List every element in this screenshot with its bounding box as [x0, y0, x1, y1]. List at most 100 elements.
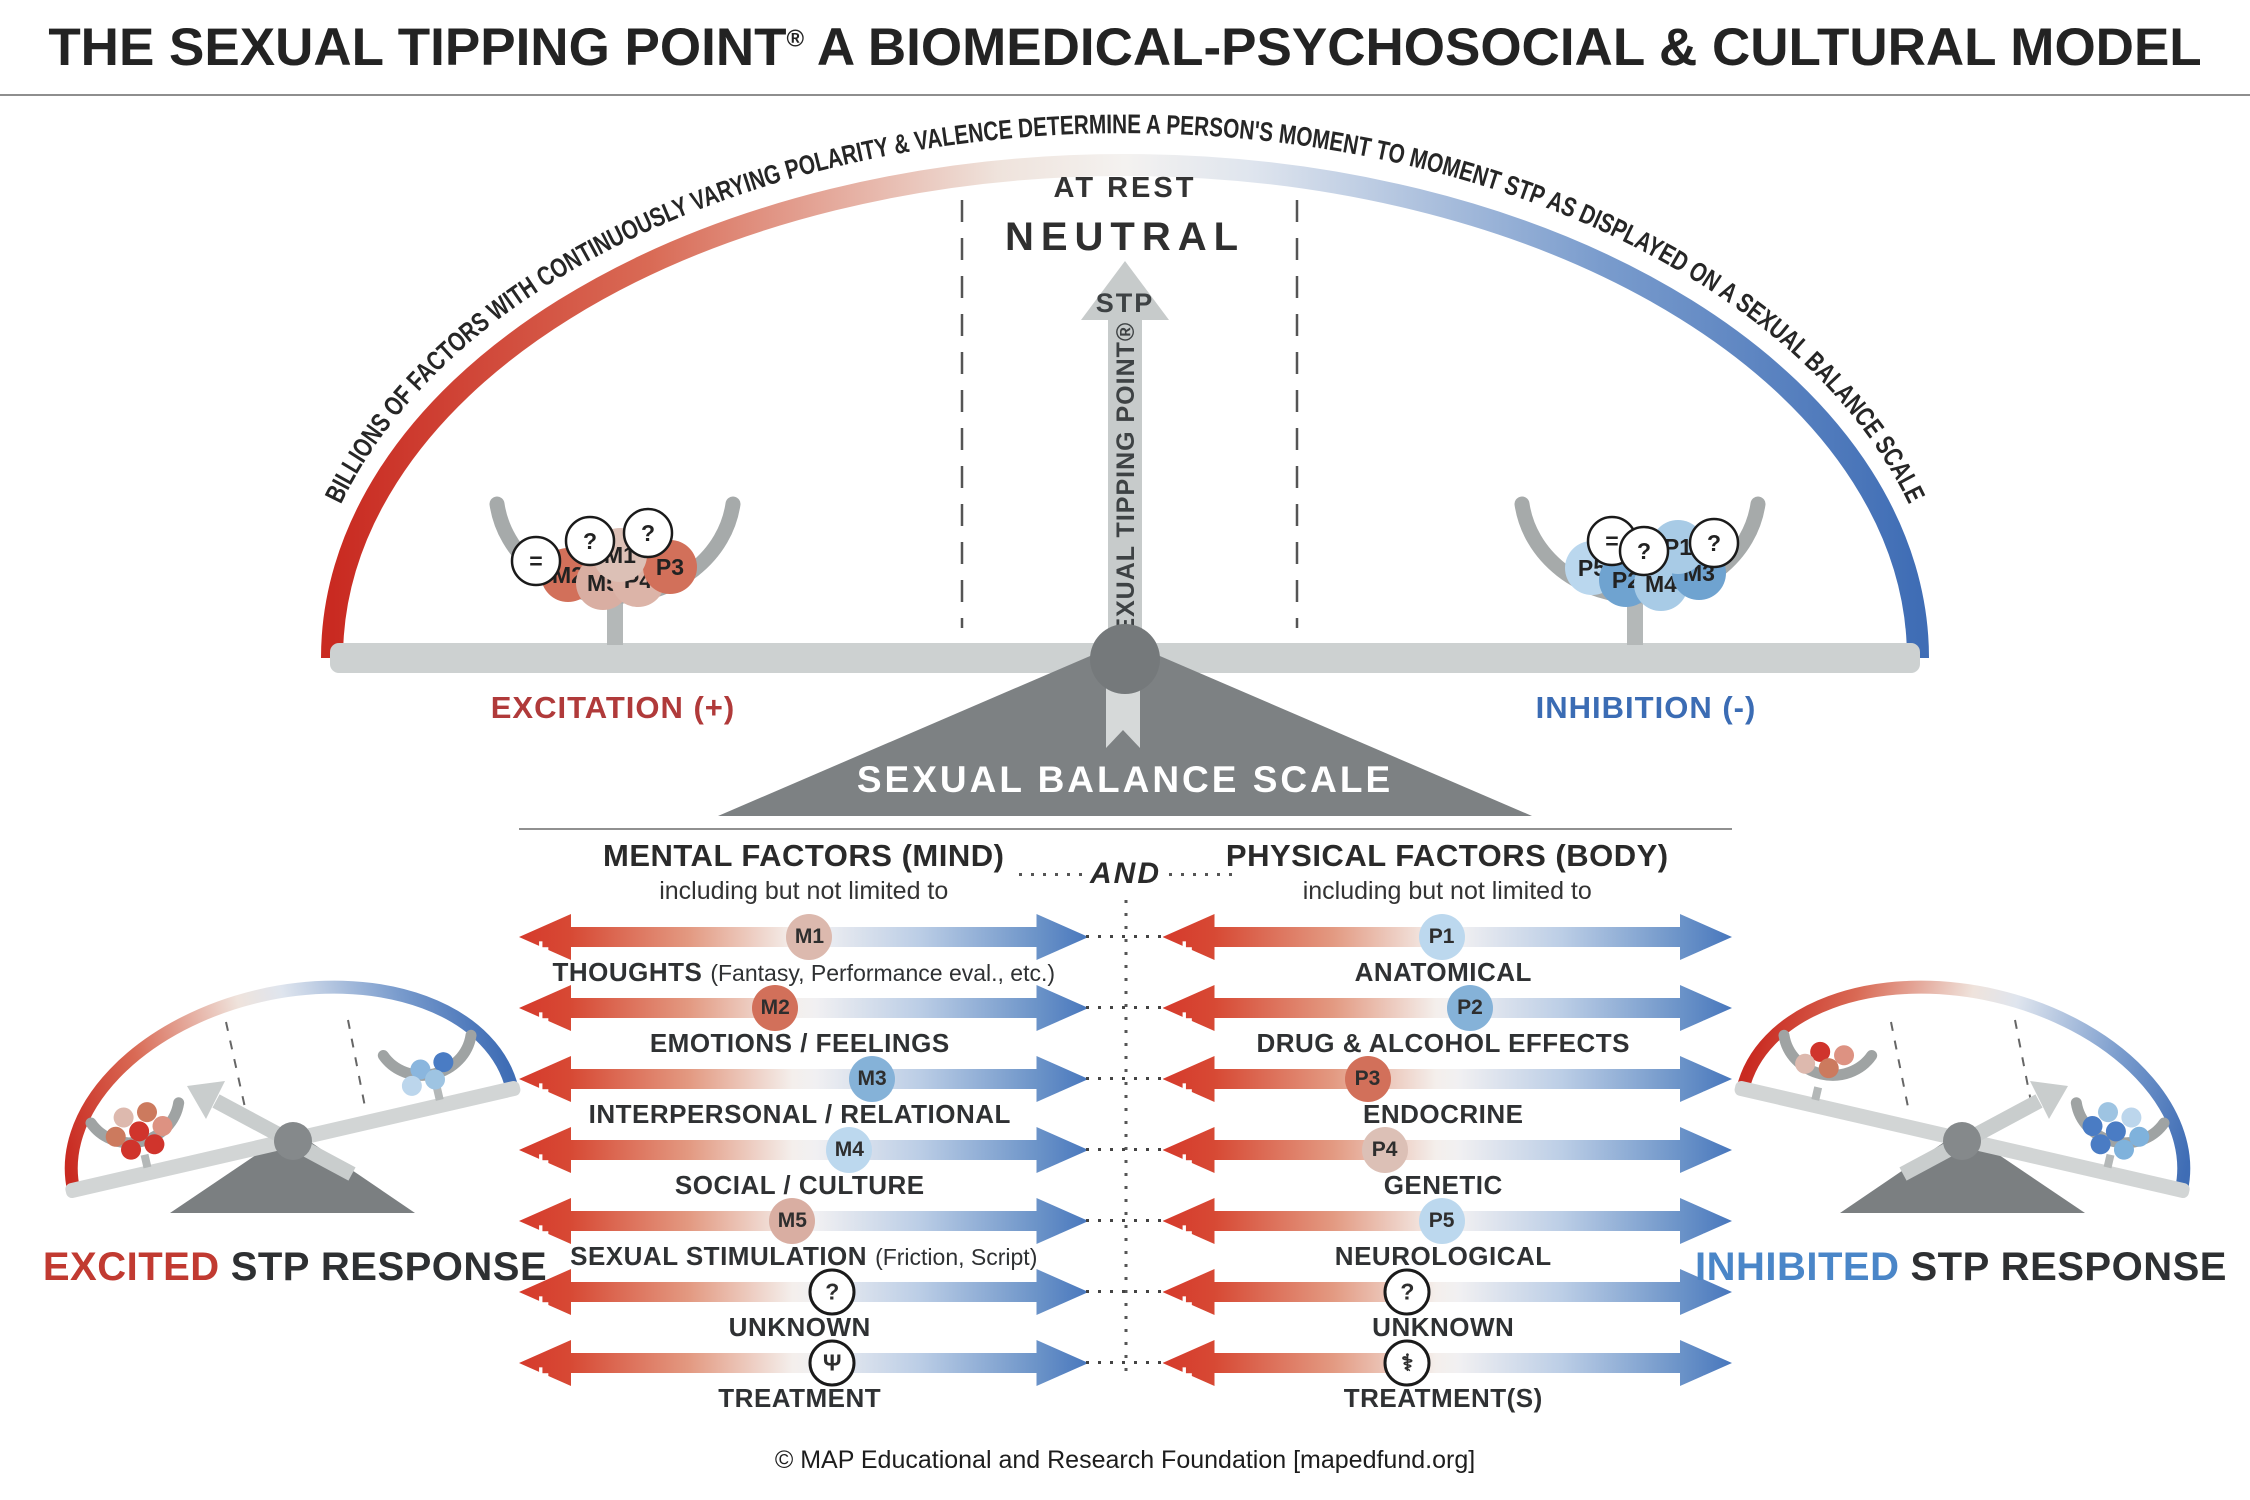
medical-symbol-badge: ⚕	[1383, 1339, 1431, 1387]
polarity-arrow	[1163, 1127, 1733, 1173]
minus-sign: –	[1058, 1003, 1076, 1037]
polarity-arrow	[1163, 1056, 1733, 1102]
row-gap-dots	[1085, 914, 1166, 985]
factor-label: NEUROLOGICAL	[1334, 1241, 1552, 1271]
header: THE SEXUAL TIPPING POINT® A BIOMEDICAL-P…	[0, 0, 2250, 96]
minus-sign: –	[1058, 1358, 1076, 1392]
right-pan-stem	[1627, 598, 1643, 645]
inhibited-word: INHIBITED	[1695, 1245, 1900, 1289]
question-badge: ?	[808, 1268, 856, 1316]
factor-badge-p1: P1	[1418, 914, 1465, 960]
minus-sign: –	[1702, 1074, 1719, 1108]
factor-label: INTERPERSONAL / RELATIONAL	[588, 1099, 1011, 1129]
plus-sign: +	[1175, 1003, 1194, 1037]
row-gap-dots	[1085, 1127, 1166, 1198]
row-gap-dots	[1085, 985, 1166, 1056]
tilt-arrow-head	[2030, 1081, 2068, 1119]
mini-fulcrum-triangle	[1840, 1130, 2085, 1213]
factor-row-p2: + – P2 DRUG & ALCOHOL EFFECTS	[1163, 985, 1733, 1056]
factor-row-m1: + – M1 THOUGHTS (Fantasy, Performance eva…	[519, 914, 1089, 987]
minus-sign: –	[1702, 1358, 1719, 1392]
left-pan-stem	[607, 598, 623, 645]
factor-label: TREATMENT(S)	[1343, 1383, 1543, 1413]
pan-weight	[510, 535, 562, 587]
factor-label: THOUGHTS (Fantasy, Performance eval., etc…	[552, 957, 1056, 987]
pan-weight-label: ?	[583, 528, 597, 554]
psi-badge: Ψ	[808, 1339, 856, 1387]
plus-sign: +	[532, 1358, 550, 1392]
pan-weight	[1688, 517, 1740, 569]
polarity-arrow	[1163, 1269, 1733, 1315]
mini-gradient-arc	[1736, 980, 2191, 1193]
factor-badge-p3: P3	[1344, 1056, 1391, 1102]
factor-label: GENETIC	[1383, 1170, 1503, 1200]
factor-row-p4: + – P4 GENETIC	[1163, 1127, 1733, 1198]
dotted-leader	[1169, 872, 1233, 876]
factors-section: MENTAL FACTORS (MIND) including but not …	[519, 828, 1732, 1411]
pan-weight	[1618, 525, 1670, 577]
excited-word: EXCITED	[42, 1245, 220, 1289]
factor-row-m2: + – M2 EMOTIONS / FEELINGS	[519, 985, 1089, 1056]
mini-pivot-circle	[1943, 1122, 1981, 1160]
factor-badge-m2: M2	[752, 985, 799, 1031]
at-rest-label: AT REST	[1054, 172, 1197, 204]
mini-pan-stem	[432, 1086, 444, 1101]
pan-weight-label: ?	[1637, 538, 1651, 564]
plus-sign: +	[1175, 1216, 1194, 1250]
factor-label: UNKNOWN	[1372, 1312, 1515, 1342]
mini-pan-stem	[140, 1153, 152, 1169]
mini-dashed-line	[1890, 1021, 1910, 1113]
stp-vertical-label: SEXUAL TIPPING POINT®	[1112, 322, 1140, 653]
plus-sign: +	[532, 1216, 550, 1250]
plus-sign: +	[532, 1003, 550, 1037]
factors-header: MENTAL FACTORS (MIND) including but not …	[519, 838, 1732, 906]
polarity-arrow	[1163, 1340, 1733, 1386]
excitation-label: EXCITATION (+)	[491, 690, 736, 725]
plus-sign: +	[532, 1145, 550, 1179]
inhibited-response-label: INHIBITED STP RESPONSE	[1695, 1245, 2227, 1289]
blue-weight-balls	[2082, 1102, 2150, 1160]
factor-label: DRUG & ALCOHOL EFFECTS	[1256, 1028, 1631, 1058]
mini-pan-stem	[1811, 1086, 1823, 1101]
factor-badge-p4: P4	[1361, 1127, 1408, 1173]
and-label: AND	[1090, 857, 1161, 890]
factor-row-mental-treatment: + – Ψ TREATMENT	[519, 1339, 1089, 1413]
plus-sign: +	[1175, 932, 1194, 966]
dotted-leader	[1018, 872, 1082, 876]
plus-sign: +	[532, 1074, 550, 1108]
tilted-beam-group	[1734, 980, 2191, 1199]
mini-fulcrum-triangle	[170, 1130, 415, 1213]
gradient-arc	[321, 154, 1929, 659]
polarity-arrow	[519, 1340, 1089, 1386]
registered-mark: ®	[786, 24, 805, 52]
mini-gradient-arc	[64, 980, 519, 1193]
mini-dashed-line	[347, 1019, 367, 1113]
factor-label: SEXUAL STIMULATION (Friction, Script)	[570, 1241, 1038, 1271]
excited-scale-figure	[64, 980, 521, 1213]
polarity-arrow	[519, 1127, 1089, 1173]
stp-arrow-shaft	[1108, 318, 1142, 650]
factor-label: TREATMENT	[718, 1383, 882, 1413]
factor-row-physical-unknown: + – ? UNKNOWN	[1163, 1268, 1733, 1342]
red-weight-balls	[105, 1102, 173, 1160]
factor-label: ANATOMICAL	[1354, 957, 1532, 987]
factor-row-m3: + – M3 INTERPERSONAL / RELATIONAL	[519, 1056, 1089, 1127]
factor-row-physical-treatment: + – ⚕ TREATMENT(S)	[1163, 1339, 1733, 1413]
minus-sign: –	[1702, 1287, 1719, 1321]
mini-dashed-line	[2014, 1019, 2034, 1113]
and-connector: AND	[1018, 842, 1233, 906]
pan-weight-label: =	[1605, 528, 1618, 554]
factor-row-p3: + – P3 ENDOCRINE	[1163, 1056, 1733, 1127]
minus-sign: –	[1058, 1287, 1076, 1321]
plus-sign: +	[1175, 1145, 1194, 1179]
plus-sign: +	[1175, 1287, 1194, 1321]
pan-weight-label: ?	[641, 520, 655, 546]
minus-sign: –	[1702, 932, 1719, 966]
polarity-arrow	[519, 985, 1089, 1031]
plus-sign: +	[532, 1287, 550, 1321]
inhibition-label: INHIBITION (-)	[1536, 690, 1757, 725]
factor-row-m4: + – M4 SOCIAL / CULTURE	[519, 1127, 1089, 1198]
